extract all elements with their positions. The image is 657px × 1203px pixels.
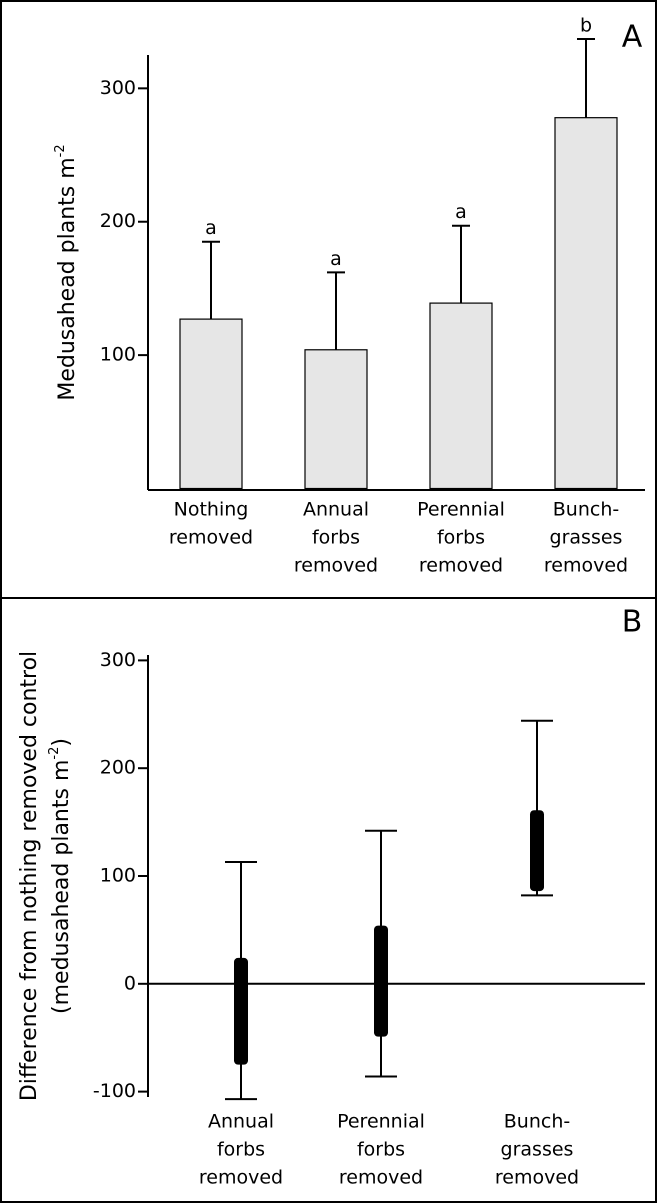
y-tick-label: 200 (100, 757, 136, 779)
y-tick-label: 100 (100, 344, 136, 366)
y-tick-label: 300 (100, 649, 136, 671)
x-tick-label: removed (544, 555, 628, 577)
x-tick-label: removed (199, 1167, 283, 1189)
y-axis-label: Medusahead plants m-2 (53, 144, 80, 400)
x-tick-label: Annual (303, 499, 369, 521)
x-tick-label: removed (495, 1167, 579, 1189)
interval-box (374, 925, 388, 1037)
x-tick-label: Annual (208, 1111, 274, 1133)
y-tick-label: 300 (100, 77, 136, 99)
panel-label: A (622, 20, 643, 55)
y-axis-label: Difference from nothing removed control (17, 651, 42, 1101)
y-tick-label: 0 (124, 972, 136, 994)
x-tick-label: Perennial (337, 1111, 425, 1133)
y-axis-label-part: Difference from nothing removed control (17, 651, 42, 1101)
bar (304, 349, 368, 490)
y-axis-label-part: (medusahead plants m (49, 760, 74, 1014)
x-tick-label: removed (294, 555, 378, 577)
significance-letter: a (205, 217, 217, 239)
x-tick-label: Bunch- (553, 499, 619, 521)
bar (554, 117, 618, 490)
x-tick-label: Nothing (174, 499, 249, 521)
x-tick-label: forbs (312, 527, 360, 549)
x-tick-label: forbs (217, 1139, 265, 1161)
significance-letter: a (455, 201, 467, 223)
interval-box (530, 810, 544, 892)
significance-letter: b (580, 14, 592, 36)
bar (179, 318, 243, 490)
x-tick-label: removed (169, 527, 253, 549)
significance-letter: a (330, 248, 342, 270)
y-tick-label: 100 (100, 865, 136, 887)
y-axis-label-part: Medusahead plants m (55, 157, 80, 400)
y-axis-label-superscript: -2 (47, 747, 62, 760)
interval-box (234, 957, 248, 1065)
x-tick-label: grasses (501, 1139, 574, 1161)
y-axis-label: (medusahead plants m-2) (47, 738, 74, 1014)
y-tick-label: -100 (93, 1080, 136, 1102)
x-tick-label: Perennial (417, 499, 505, 521)
x-tick-label: Bunch- (504, 1111, 570, 1133)
x-tick-label: removed (419, 555, 503, 577)
x-tick-label: forbs (357, 1139, 405, 1161)
y-tick-label: 200 (100, 210, 136, 232)
panel-label: B (622, 605, 643, 640)
y-axis-label-part: ) (49, 738, 74, 747)
x-tick-label: forbs (437, 527, 485, 549)
bar (429, 302, 493, 490)
y-axis-label-superscript: -2 (53, 144, 68, 157)
x-tick-label: grasses (550, 527, 623, 549)
x-tick-label: removed (339, 1167, 423, 1189)
